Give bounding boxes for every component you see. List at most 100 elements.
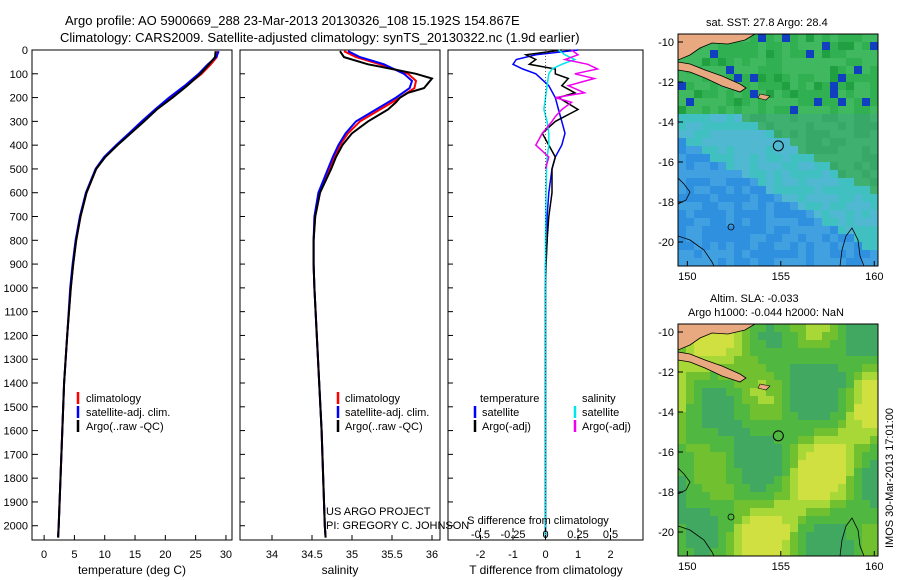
map-cell [814, 202, 823, 211]
map-cell [782, 356, 791, 365]
map-cell [862, 380, 871, 389]
map-cell [830, 210, 839, 219]
map-cell [814, 250, 823, 259]
map-cell [750, 154, 759, 163]
series-argo-raw-qc- [312, 50, 434, 538]
map-cell [846, 42, 855, 51]
map-cell [870, 146, 878, 155]
map-cell [766, 138, 775, 147]
map-cell [822, 348, 831, 357]
map-cell [758, 202, 767, 211]
map-cell [862, 194, 871, 203]
map-cell [830, 74, 839, 83]
map-cell [726, 380, 735, 389]
map-cell [838, 170, 847, 179]
legend-heading-salinity: salinity [582, 393, 616, 405]
lat-tick-label: -16 [658, 157, 674, 169]
map-cell [790, 114, 799, 123]
map-cell [758, 34, 767, 43]
map-cell [782, 82, 791, 91]
map-cell [854, 404, 863, 413]
map-cell [838, 242, 847, 251]
map-cell [710, 380, 719, 389]
map-cell [726, 194, 735, 203]
map-cell [678, 548, 687, 556]
map-cell [702, 484, 711, 493]
map-cell [838, 364, 847, 373]
map-cell [854, 162, 863, 171]
map-cell [854, 154, 863, 163]
map-cell [822, 90, 831, 99]
series-satellite-adj-clim- [57, 50, 220, 538]
y-tick-label: 400 [10, 140, 28, 152]
map-cell [734, 484, 743, 493]
map-cell [790, 98, 799, 107]
map-cell [782, 516, 791, 525]
map-cell [822, 202, 831, 211]
map-cell [766, 66, 775, 75]
map-cell [686, 98, 695, 107]
map-cell [854, 364, 863, 373]
map-cell [742, 250, 751, 259]
map-cell [790, 194, 799, 203]
map-cell [734, 492, 743, 501]
map-cell [718, 436, 727, 445]
map-cell [782, 364, 791, 373]
map-cell [726, 460, 735, 469]
map-cell [758, 348, 767, 357]
map-cell [702, 186, 711, 195]
map-cell [814, 468, 823, 477]
map-cell [694, 162, 703, 171]
lon-tick-label: 155 [772, 561, 790, 573]
map-cell [710, 114, 719, 123]
map-cell [774, 170, 783, 179]
map-cell [846, 50, 855, 59]
map-cell [806, 324, 815, 333]
map-cell [814, 340, 823, 349]
map-cell [822, 66, 831, 75]
map-cell [806, 42, 815, 51]
map-cell [702, 388, 711, 397]
map-cell [726, 122, 735, 131]
map-cell [806, 210, 815, 219]
x-tick-label-s: 0.5 [603, 529, 618, 541]
x-tick-label: 5 [71, 549, 77, 561]
reef-contour-east [839, 227, 865, 266]
map-cell [798, 250, 807, 259]
map-cell [814, 404, 823, 413]
map-cell [838, 202, 847, 211]
map-cell [870, 436, 878, 445]
map-cell [678, 484, 687, 493]
map-cell [830, 178, 839, 187]
map-cell [798, 130, 807, 139]
map-cell [742, 210, 751, 219]
map-cell [774, 540, 783, 549]
legend-label-temp-satellite: satellite [482, 407, 519, 419]
map-cell [854, 98, 863, 107]
map-cell [718, 258, 727, 266]
lat-tick-label: -12 [658, 367, 674, 379]
map-cell [870, 202, 878, 211]
map-cell [846, 218, 855, 227]
map-cell [814, 428, 823, 437]
map-cell [854, 74, 863, 83]
map-cell [830, 444, 839, 453]
map-cell [750, 258, 759, 266]
map-cell [742, 444, 751, 453]
map-cell [830, 106, 839, 115]
map-cell [710, 396, 719, 405]
map-cell [750, 90, 759, 99]
sst-reef-dot [727, 223, 735, 231]
map-cell [822, 324, 831, 333]
map-cell [774, 162, 783, 171]
map-cell [814, 258, 823, 266]
map-cell [766, 332, 775, 341]
map-cell [870, 388, 878, 397]
map-cell [766, 444, 775, 453]
map-cell [686, 404, 695, 413]
map-cell [710, 340, 719, 349]
map-cell [758, 194, 767, 203]
map-cell [830, 484, 839, 493]
map-cell [758, 460, 767, 469]
map-cell [742, 194, 751, 203]
